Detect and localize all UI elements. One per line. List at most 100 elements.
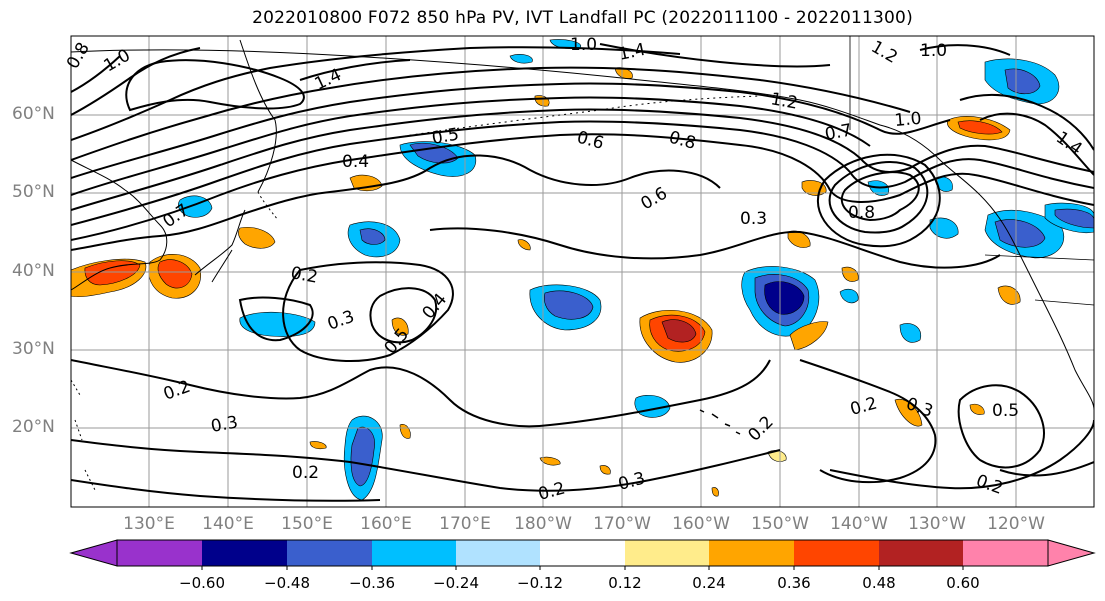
positive-anomaly-patch <box>711 487 719 497</box>
hawaii-islands <box>699 409 741 435</box>
southern-asia-islands <box>71 379 96 491</box>
lat-label: 20°N <box>12 417 55 437</box>
gridlines <box>71 36 1094 507</box>
colorbar-bin <box>117 540 202 566</box>
contour-label: 0.3 <box>740 209 767 229</box>
contour-line <box>71 55 121 93</box>
contour-line <box>829 419 1094 490</box>
contour-line <box>238 296 314 342</box>
lon-label: 150°E <box>281 514 333 534</box>
lon-label: 120°W <box>987 514 1045 534</box>
lon-label: 170°W <box>593 514 651 534</box>
contour-line <box>840 171 920 222</box>
negative-anomaly-core <box>994 219 1046 248</box>
colorbar-tick-label: −0.60 <box>179 574 225 592</box>
positive-anomaly-patch <box>789 321 829 351</box>
negative-anomaly-patch <box>839 288 859 304</box>
negative-anomaly-core <box>350 426 375 487</box>
contour-line <box>429 227 1001 269</box>
contour-line <box>959 93 1094 151</box>
contour-line <box>125 59 305 112</box>
lat-label: 60°N <box>12 104 55 124</box>
colorbar-extend-max <box>1047 539 1096 567</box>
colorbar-bin <box>625 540 709 566</box>
kuril-islands <box>257 191 279 221</box>
lon-label: 140°E <box>202 514 254 534</box>
contour-label: 0.4 <box>342 152 369 172</box>
negative-anomaly-patch <box>899 323 922 343</box>
negative-anomaly-core <box>1004 68 1041 95</box>
positive-anomaly-patch <box>539 456 561 466</box>
border-lines <box>849 36 1094 306</box>
positive-anomaly-patch <box>238 227 276 249</box>
alaska-coastline <box>71 49 981 196</box>
colorbar-tick-label: −0.36 <box>349 574 395 592</box>
positive-anomaly-core <box>661 319 697 343</box>
contour-line <box>71 479 381 502</box>
asia-coastline <box>71 159 168 291</box>
contour-line <box>979 112 1094 176</box>
contour-line <box>71 47 201 116</box>
positive-anomaly-patch <box>997 285 1021 305</box>
contour-label: 0.2 <box>289 263 319 287</box>
contour-label: 1.0 <box>894 109 923 131</box>
positive-anomaly-patch <box>841 266 859 282</box>
lon-label: 180°W <box>514 514 572 534</box>
colorbar-bin <box>540 540 625 566</box>
colorbar-bin <box>794 540 879 566</box>
shading-layer <box>71 39 1094 501</box>
colorbar-bin <box>709 540 794 566</box>
lon-label: 160°E <box>360 514 412 534</box>
positive-anomaly-patch <box>969 403 985 415</box>
lon-label: 170°E <box>439 514 491 534</box>
japan-coastline <box>194 209 246 283</box>
contour-line <box>957 384 1045 469</box>
contour-label: 0.7 <box>823 121 853 145</box>
colorbar <box>69 539 1096 570</box>
contour-line <box>919 44 1011 56</box>
positive-anomaly-patch <box>309 441 327 450</box>
colorbar-bin <box>879 540 963 566</box>
lon-label: 150°W <box>751 514 809 534</box>
contour-line <box>799 359 937 484</box>
contour-line <box>71 133 1094 241</box>
contour-label: 0.5 <box>992 401 1019 421</box>
kamchatka-coastline <box>239 39 277 193</box>
contour-label: 0.3 <box>209 413 239 437</box>
coastlines <box>71 36 1094 491</box>
aleutian-islands <box>379 95 761 141</box>
lat-label: 40°N <box>12 261 55 281</box>
contour-line <box>71 46 681 141</box>
positive-anomaly-core <box>957 120 1003 135</box>
colorbar-tick-label: 0.60 <box>946 574 980 592</box>
contour-label: 0.2 <box>292 463 319 483</box>
colorbar-tick-label: −0.12 <box>517 574 563 592</box>
ivt-contours <box>71 43 1094 502</box>
colorbar-bin <box>372 540 456 566</box>
contour-line <box>71 120 1094 226</box>
map-title: 2022010800 F072 850 hPa PV, IVT Landfall… <box>252 8 913 28</box>
contour-line <box>71 154 721 251</box>
positive-anomaly-patch <box>391 317 409 336</box>
negative-anomaly-patch <box>239 311 316 337</box>
contour-label: 0.8 <box>848 203 875 223</box>
colorbar-tick-label: 0.36 <box>777 574 811 592</box>
negative-anomaly-core <box>764 281 805 315</box>
contour-label: 0.5 <box>430 125 460 149</box>
contour-line <box>828 161 929 234</box>
colorbar-bin <box>287 540 372 566</box>
contour-line <box>71 82 951 179</box>
contour-line <box>71 66 911 161</box>
colorbar-tick-label: −0.48 <box>264 574 310 592</box>
negative-anomaly-core <box>1054 208 1094 229</box>
contour-line <box>71 439 781 492</box>
positive-anomaly-patch <box>894 398 923 427</box>
positive-anomaly-patch <box>599 465 611 475</box>
contour-line <box>71 96 871 196</box>
contour-line <box>71 108 1094 211</box>
colorbar-tick-label: 0.12 <box>608 574 642 592</box>
contour-line <box>599 43 831 68</box>
contour-line <box>999 461 1094 477</box>
colorbar-tick-label: 0.48 <box>862 574 896 592</box>
